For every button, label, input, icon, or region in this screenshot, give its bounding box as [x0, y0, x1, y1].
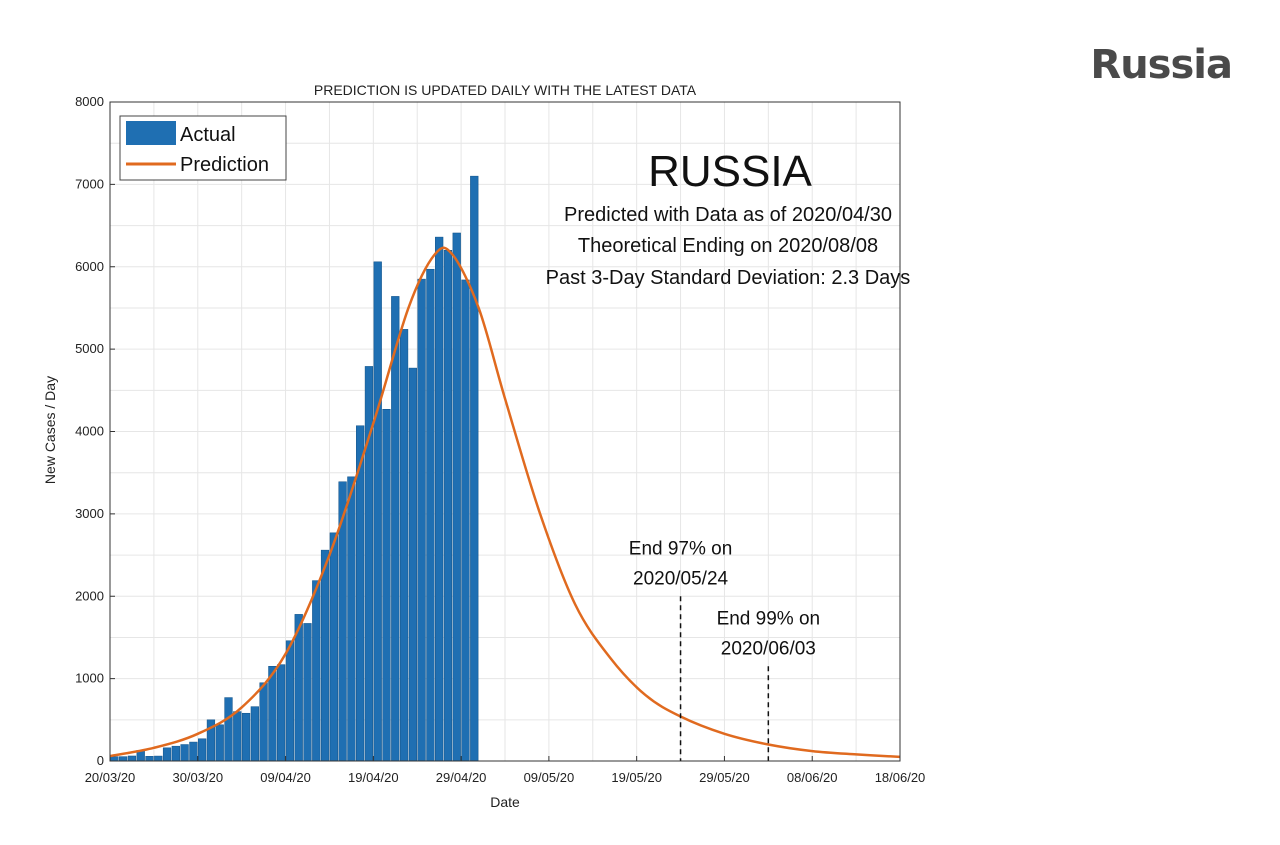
x-axis-label: Date [490, 794, 520, 810]
bar [119, 756, 128, 762]
bar [198, 738, 207, 762]
bar [320, 549, 330, 762]
bar [250, 706, 259, 762]
bar [303, 623, 312, 762]
bar [233, 711, 242, 762]
x-tick-label: 09/05/20 [524, 770, 575, 785]
x-tick-label: 29/04/20 [436, 770, 487, 785]
annotations: End 97% on 2020/05/24 End 99% on 2020/06/03 [629, 538, 820, 761]
legend-actual-swatch [126, 121, 176, 145]
end-label-line-1: End 97% on [629, 538, 733, 559]
x-tick-label: 29/05/20 [699, 770, 750, 785]
bar [268, 666, 277, 762]
y-tick-label: 8000 [75, 94, 104, 109]
x-tick-label: 30/03/20 [172, 770, 223, 785]
actual-bars [110, 175, 479, 762]
y-tick-label: 2000 [75, 588, 104, 603]
bar [110, 756, 119, 762]
end-label-line-1: End 99% on [717, 608, 821, 629]
axes: 0 1000 2000 3000 4000 5000 6000 7000 8000 20/03/2… [75, 94, 925, 785]
bar [399, 329, 409, 762]
x-tick-label: 18/06/20 [875, 770, 926, 785]
info-line-1: Predicted with Data as of 2020/04/30 [564, 204, 892, 226]
y-axis-label: New Cases / Day [42, 376, 58, 484]
legend-actual-label: Actual [180, 124, 236, 146]
country-label: RUSSIA [648, 147, 812, 196]
bar [461, 279, 470, 762]
bar [224, 697, 233, 762]
prediction-line-group [109, 246, 901, 759]
y-tick-label: 3000 [75, 506, 104, 521]
bar [259, 682, 268, 762]
end-label-line-2: 2020/06/03 [721, 638, 816, 659]
bar [391, 296, 400, 762]
y-tick-label: 1000 [75, 671, 104, 686]
legend: Actual Prediction [119, 115, 287, 181]
bar [329, 532, 338, 762]
bar [162, 747, 172, 762]
bar [426, 268, 435, 762]
bar [312, 580, 321, 762]
x-tick-label: 19/04/20 [348, 770, 399, 785]
bar [452, 232, 461, 762]
bar [382, 409, 391, 762]
x-tick-label: 08/06/20 [787, 770, 838, 785]
chart-title: PREDICTION IS UPDATED DAILY WITH THE LAT… [314, 82, 697, 98]
bar [347, 476, 356, 762]
grid [109, 101, 901, 762]
y-tick-label: 5000 [75, 341, 104, 356]
slide-title: Russia [1090, 42, 1233, 88]
y-tick-label: 6000 [75, 259, 104, 274]
end-label-line-2: 2020/05/24 [633, 568, 729, 589]
bar [189, 741, 198, 762]
bar [154, 755, 163, 762]
bar [215, 724, 224, 762]
bar [373, 261, 382, 762]
bar [127, 755, 137, 762]
bar [435, 236, 444, 762]
bar [145, 756, 154, 762]
info-line-2: Theoretical Ending on 2020/08/08 [578, 235, 878, 257]
y-tick-label: 4000 [75, 424, 104, 439]
legend-prediction-label: Prediction [180, 154, 269, 176]
bar [241, 712, 251, 762]
bar [470, 175, 479, 762]
prediction-line [109, 246, 901, 759]
bar [180, 744, 189, 762]
bar [171, 745, 180, 762]
bar [408, 367, 417, 762]
y-tick-label: 7000 [75, 176, 104, 191]
bar [285, 640, 295, 762]
bar [277, 664, 286, 762]
legend-box [119, 115, 287, 181]
x-tick-label: 19/05/20 [611, 770, 662, 785]
bar [417, 278, 426, 762]
x-tick-label: 09/04/20 [260, 770, 311, 785]
y-tick-label: 0 [97, 753, 104, 768]
bar [443, 250, 453, 762]
x-tick-label: 20/03/20 [85, 770, 136, 785]
info-line-3: Past 3-Day Standard Deviation: 2.3 Days [546, 267, 911, 289]
